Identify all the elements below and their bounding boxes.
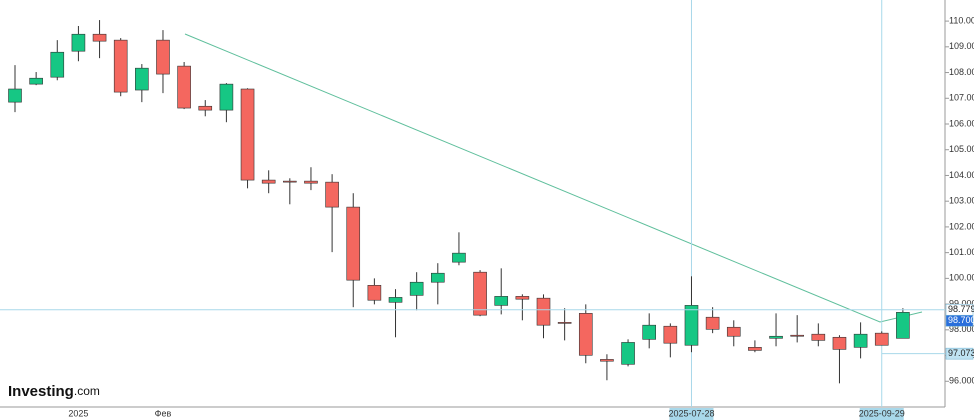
candle-body <box>621 342 635 365</box>
candle-body <box>346 206 361 281</box>
candle-body <box>769 335 783 339</box>
candle-body <box>557 322 572 324</box>
y-tick-label: 99.000 <box>949 298 974 308</box>
candle-body <box>790 334 804 337</box>
candle-body <box>430 272 445 283</box>
logo: Investing.com <box>8 383 100 400</box>
y-tick-label: 105.000 <box>949 144 974 154</box>
candle-body <box>29 77 43 85</box>
x-tick-label: 2025-09-29 <box>859 408 905 418</box>
candle-body <box>663 325 678 344</box>
y-tick-label: 104.000 <box>949 170 974 180</box>
candle-body <box>198 105 213 111</box>
candle-body <box>261 179 276 184</box>
candle-body <box>748 347 762 351</box>
candle-body <box>874 332 889 346</box>
logo-suffix: .com <box>74 384 100 398</box>
candle-body <box>705 316 720 330</box>
price-label: 98.700 <box>948 315 974 325</box>
candle-body <box>92 33 107 42</box>
candle-body <box>8 88 22 103</box>
y-tick-label: 102.000 <box>949 221 974 231</box>
candle-body <box>71 33 86 52</box>
price-label: 97.073 <box>948 348 974 358</box>
candle-body <box>388 297 403 303</box>
candle-body <box>536 297 551 326</box>
candle-body <box>811 333 826 341</box>
candle-body <box>409 281 424 296</box>
candle-body <box>600 359 614 362</box>
candle-body <box>50 51 65 78</box>
price-label-box <box>945 347 974 360</box>
candle-body <box>726 326 741 337</box>
candle-body <box>304 180 318 184</box>
candle-body <box>240 88 255 181</box>
y-tick-label: 101.000 <box>949 247 974 257</box>
x-tick-label: Фев <box>155 408 172 418</box>
date-label-box <box>669 408 714 420</box>
candle-body <box>325 181 339 208</box>
candle-body <box>135 67 149 91</box>
price-label-box <box>945 314 974 327</box>
y-tick-label: 106.000 <box>949 118 974 128</box>
plot-area <box>0 0 945 407</box>
candle-body <box>494 296 509 306</box>
x-tick-label: 2025-07-28 <box>668 408 714 418</box>
candle-body <box>283 180 297 183</box>
candle-body <box>219 83 234 111</box>
y-tick-label: 107.000 <box>949 93 974 103</box>
y-tick-label: 96.000 <box>949 376 974 386</box>
y-tick-label: 108.000 <box>949 67 974 77</box>
y-tick-label: 110.000 <box>949 15 974 25</box>
y-tick-label: 100.000 <box>949 273 974 283</box>
candle-body <box>452 252 466 263</box>
x-tick-label: 2025 <box>68 408 88 418</box>
candle-body <box>515 296 530 300</box>
y-tick-label: 109.000 <box>949 41 974 51</box>
candle-body <box>177 65 191 109</box>
candle-body <box>156 39 170 75</box>
y-tick-label: 103.000 <box>949 196 974 206</box>
candle-body <box>578 313 593 356</box>
date-label-box <box>859 408 904 420</box>
candle-body <box>642 324 657 340</box>
candle-body <box>473 271 487 316</box>
price-label: 98.779 <box>948 304 974 314</box>
logo-name: Investing <box>8 383 74 400</box>
candle-body <box>684 305 699 346</box>
candle-body <box>113 39 128 93</box>
candle-body <box>896 312 910 339</box>
candle-body <box>367 285 382 301</box>
candle-body <box>832 336 847 350</box>
y-tick-label: 98.000 <box>949 324 974 334</box>
candle-body <box>853 333 868 348</box>
